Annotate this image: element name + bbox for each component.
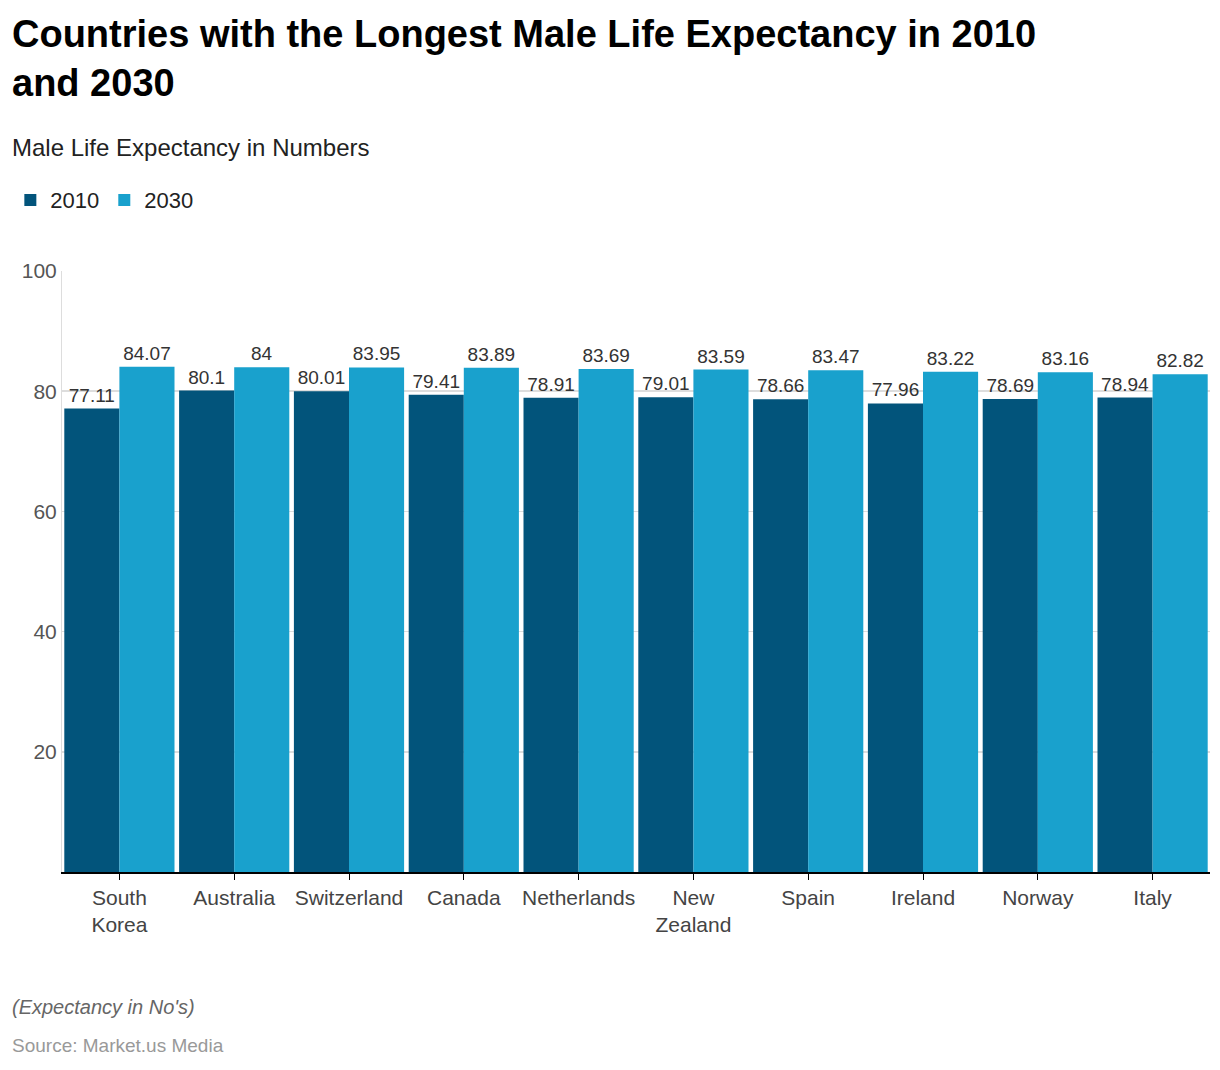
svg-text:83.47: 83.47: [812, 346, 860, 367]
svg-text:100: 100: [22, 259, 57, 282]
svg-text:20: 20: [33, 740, 56, 763]
svg-text:Canada: Canada: [427, 886, 501, 909]
svg-text:83.69: 83.69: [582, 345, 630, 366]
svg-text:60: 60: [33, 500, 56, 523]
svg-text:Australia: Australia: [193, 886, 275, 909]
svg-text:77.11: 77.11: [69, 385, 115, 406]
svg-text:82.82: 82.82: [1156, 350, 1204, 371]
svg-text:83.16: 83.16: [1042, 348, 1090, 369]
svg-text:Spain: Spain: [781, 886, 835, 909]
svg-text:Italy: Italy: [1133, 886, 1172, 909]
svg-text:78.91: 78.91: [527, 374, 575, 395]
svg-text:83.89: 83.89: [468, 344, 516, 365]
svg-text:80.01: 80.01: [298, 367, 346, 388]
svg-text:83.95: 83.95: [353, 343, 401, 364]
svg-text:78.69: 78.69: [986, 375, 1034, 396]
svg-text:(Expectancy in No's): (Expectancy in No's): [12, 996, 195, 1018]
svg-text:Ireland: Ireland: [891, 886, 955, 909]
svg-text:Source: Market.us Media: Source: Market.us Media: [12, 1035, 224, 1056]
svg-text:84.07: 84.07: [123, 343, 171, 364]
svg-text:83.22: 83.22: [927, 348, 975, 369]
svg-text:80.1: 80.1: [188, 367, 225, 388]
svg-text:Netherlands: Netherlands: [522, 886, 635, 909]
svg-text:40: 40: [33, 620, 56, 643]
svg-text:83.59: 83.59: [697, 346, 745, 367]
svg-text:Switzerland: Switzerland: [295, 886, 404, 909]
svg-text:2030: 2030: [144, 188, 193, 213]
svg-text:SouthKorea: SouthKorea: [91, 886, 147, 936]
svg-text:Norway: Norway: [1002, 886, 1074, 909]
svg-text:NewZealand: NewZealand: [655, 886, 731, 936]
svg-text:79.01: 79.01: [642, 373, 690, 394]
svg-text:79.41: 79.41: [412, 371, 460, 392]
svg-text:80: 80: [33, 380, 56, 403]
svg-text:77.96: 77.96: [872, 379, 920, 400]
svg-text:Male Life Expectancy in Number: Male Life Expectancy in Numbers: [12, 134, 370, 161]
svg-text:84: 84: [251, 343, 273, 364]
svg-text:78.66: 78.66: [757, 375, 805, 396]
svg-text:78.94: 78.94: [1101, 374, 1149, 395]
svg-text:2010: 2010: [50, 188, 99, 213]
svg-text:Countries with the Longest Mal: Countries with the Longest Male Life Exp…: [12, 13, 1036, 104]
